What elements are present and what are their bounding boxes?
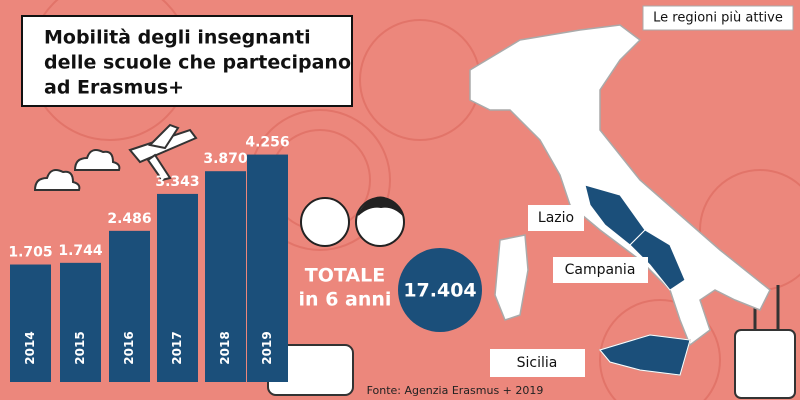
total-label: in 6 anni — [299, 289, 392, 311]
region-label-box — [553, 257, 648, 283]
region-label-box — [490, 349, 585, 377]
chart-title: Mobilità degli insegnanti — [44, 27, 311, 49]
suitcase-icon — [734, 329, 796, 399]
bar-value-label: 1.705 — [8, 245, 52, 261]
region-label: Sicilia — [517, 355, 558, 371]
x-tick-label: 2017 — [170, 331, 184, 364]
bar — [157, 193, 198, 382]
title-box — [21, 15, 353, 107]
bar — [205, 171, 246, 382]
bar-value-label: 2.486 — [107, 211, 151, 227]
region-label: Lazio — [538, 210, 574, 226]
chart-title: delle scuole che partecipano — [44, 52, 351, 74]
bar-value-label: 1.744 — [58, 243, 103, 259]
bar — [10, 264, 51, 382]
source-note: Fonte: Agenzia Erasmus + 2019 — [367, 384, 544, 397]
bar-value-label: 3.870 — [203, 151, 248, 167]
bar — [60, 262, 101, 382]
total-label: TOTALE — [305, 265, 385, 287]
x-tick-label: 2015 — [73, 331, 87, 364]
bar — [109, 230, 150, 382]
chart-title: ad Erasmus+ — [44, 77, 184, 99]
plane-icon — [128, 123, 198, 182]
region-label: Campania — [565, 262, 636, 278]
total-value: 17.404 — [403, 280, 476, 302]
x-tick-label: 2018 — [218, 331, 232, 364]
cloud-icon — [33, 149, 121, 191]
region-label-box — [528, 205, 584, 231]
bar — [247, 154, 288, 382]
map-title: Le regioni più attive — [653, 11, 783, 26]
highlighted-regions — [584, 184, 691, 376]
map-title-box — [642, 5, 794, 31]
x-tick-label: 2016 — [122, 331, 136, 364]
bar-value-label: 3.343 — [155, 174, 199, 190]
total-circle — [398, 248, 482, 332]
x-tick-label: 2014 — [23, 331, 37, 364]
x-tick-label: 2019 — [260, 331, 274, 364]
bar-value-label: 4.256 — [245, 135, 289, 151]
faces-icon — [300, 196, 405, 247]
